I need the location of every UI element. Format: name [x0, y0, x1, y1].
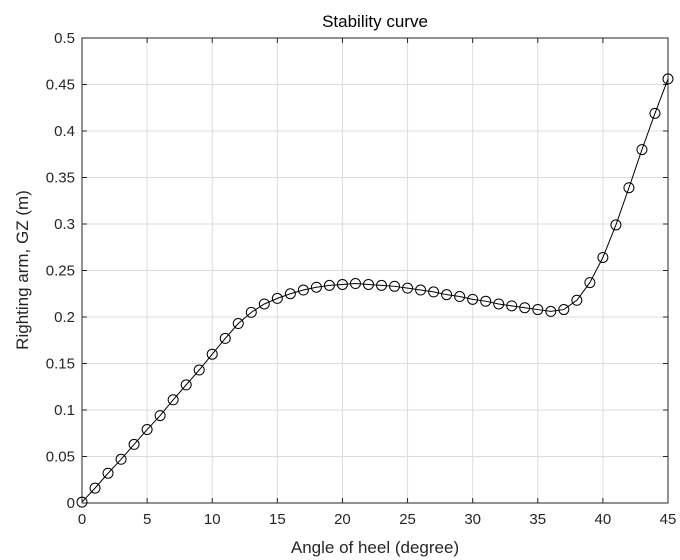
grid: [82, 38, 668, 503]
data-point: [597, 251, 609, 263]
y-axis-label: Righting arm, GZ (m): [13, 190, 32, 350]
data-point: [584, 277, 596, 289]
x-tick-label: 10: [204, 511, 221, 528]
data-point: [89, 482, 101, 494]
data-point: [454, 291, 466, 303]
data-point: [493, 298, 505, 310]
x-tick-label: 35: [529, 511, 546, 528]
x-tick-label: 20: [334, 511, 351, 528]
data-point: [571, 294, 583, 306]
data-point: [649, 107, 661, 119]
data-point: [402, 282, 414, 294]
data-point: [441, 289, 453, 301]
data-point: [519, 302, 531, 314]
x-tick-label: 45: [660, 511, 677, 528]
x-tick-label: 25: [399, 511, 416, 528]
data-point: [219, 332, 231, 344]
x-tick-label: 30: [464, 511, 481, 528]
data-point: [232, 318, 244, 330]
x-tick-label: 40: [595, 511, 612, 528]
data-point: [467, 293, 479, 305]
data-point: [623, 182, 635, 194]
ticks: 0 5 10 15 20 25 30 35 40 45 0 0.05 0.1 0.15 0.2 0.25 0.3…: [46, 30, 677, 528]
y-tick-label: 0.15: [46, 356, 75, 373]
data-point: [115, 453, 127, 465]
y-tick-label: 0.4: [54, 123, 75, 140]
y-tick-label: 0.2: [54, 309, 75, 326]
data-point: [389, 280, 401, 292]
data-point: [415, 284, 427, 296]
data-point: [76, 496, 88, 508]
data-point: [558, 304, 570, 316]
data-point: [662, 73, 674, 85]
data-point: [480, 295, 492, 307]
x-tick-label: 15: [269, 511, 286, 528]
y-tick-label: 0.1: [54, 402, 75, 419]
data-point: [506, 300, 518, 312]
data-point: [258, 298, 270, 310]
chart-title: Stability curve: [322, 12, 428, 31]
y-tick-label: 0.25: [46, 263, 75, 280]
data-point: [349, 278, 361, 290]
x-tick-label: 0: [78, 511, 86, 528]
data-point: [636, 144, 648, 156]
data-point: [271, 292, 283, 304]
data-point: [545, 305, 557, 317]
series: [76, 73, 674, 508]
data-point: [193, 364, 205, 376]
x-tick-label: 5: [143, 511, 151, 528]
y-tick-label: 0: [67, 495, 75, 512]
series-line: [81, 78, 669, 503]
data-point: [310, 281, 322, 293]
y-tick-label: 0.3: [54, 216, 75, 233]
y-tick-label: 0.45: [46, 77, 75, 94]
data-point: [128, 438, 140, 450]
data-point: [362, 278, 374, 290]
data-point: [336, 278, 348, 290]
y-tick-label: 0.35: [46, 170, 75, 187]
data-point: [154, 410, 166, 422]
data-point: [102, 467, 114, 479]
data-point: [376, 279, 388, 291]
data-point: [167, 394, 179, 406]
data-point: [297, 284, 309, 296]
data-point: [428, 286, 440, 298]
data-point: [610, 219, 622, 231]
data-point: [180, 379, 192, 391]
data-point: [206, 348, 218, 360]
y-tick-label: 0.5: [54, 30, 75, 47]
x-axis-label: Angle of heel (degree): [291, 538, 459, 557]
data-point: [245, 306, 257, 318]
data-point: [323, 279, 335, 291]
data-point: [532, 304, 544, 316]
data-point: [141, 424, 153, 436]
data-point: [284, 288, 296, 300]
y-tick-label: 0.05: [46, 449, 75, 466]
